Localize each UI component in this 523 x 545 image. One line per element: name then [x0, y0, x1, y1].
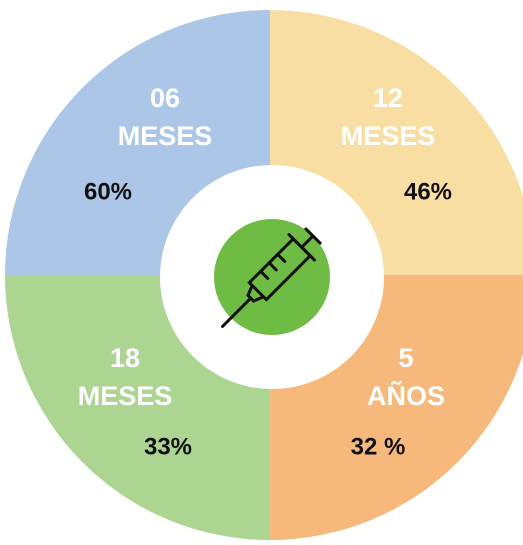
segment-label: AÑOS [367, 380, 445, 411]
segment-label: 12 [373, 83, 403, 113]
segment-label: 18 [110, 343, 140, 373]
segment-label: 06 [150, 83, 180, 113]
segment-percent: 33% [144, 433, 192, 460]
segment-label: 5 [398, 343, 413, 373]
segment-label: MESES [78, 381, 173, 411]
segment-percent: 46% [404, 178, 452, 205]
segment-label: MESES [341, 121, 436, 151]
syringe-icon [221, 227, 322, 328]
segment-percent: 60% [84, 178, 132, 205]
segment-percent: 32 % [351, 433, 406, 460]
segment-label: MESES [118, 121, 213, 151]
